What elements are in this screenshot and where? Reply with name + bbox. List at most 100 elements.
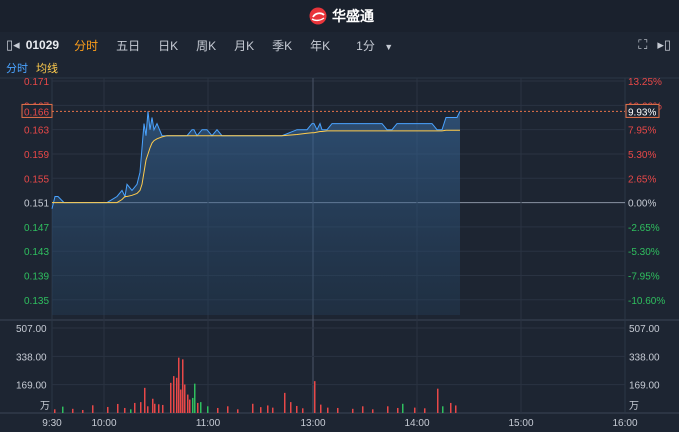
volume-bar bbox=[442, 406, 444, 413]
price-tick-label: 0.163 bbox=[24, 126, 49, 137]
volume-bar bbox=[170, 382, 172, 413]
volume-bar bbox=[337, 407, 339, 413]
tab-five-day[interactable]: 五日 bbox=[116, 38, 141, 53]
volume-bar bbox=[189, 399, 191, 413]
price-line bbox=[51, 111, 461, 209]
volume-bar bbox=[54, 409, 56, 413]
volume-bar bbox=[200, 402, 202, 413]
tab-daily-k[interactable]: 日K bbox=[158, 38, 179, 53]
volume-bar bbox=[154, 403, 156, 413]
current-percent-tag bbox=[625, 103, 660, 118]
price-area bbox=[52, 111, 460, 316]
tab-yearly-k[interactable]: 年K bbox=[310, 38, 331, 53]
current-price-tag bbox=[21, 103, 53, 118]
volume-tick-label-right: 507.00 bbox=[629, 324, 660, 335]
volume-bar bbox=[82, 409, 84, 413]
stock-code: 01029 bbox=[25, 38, 60, 52]
volume-bar bbox=[152, 398, 154, 413]
collapse-left-icon[interactable]: ▯◂ bbox=[6, 37, 20, 52]
legend-average: 均线 bbox=[36, 63, 58, 75]
price-tick-label: 0.171 bbox=[24, 77, 49, 88]
volume-bar bbox=[217, 407, 219, 413]
brand-logo: 华盛通 bbox=[308, 6, 374, 26]
price-area-fill bbox=[52, 111, 460, 316]
brand-name: 华盛通 bbox=[332, 8, 374, 24]
volume-bar bbox=[272, 407, 274, 413]
volume-bar bbox=[227, 406, 229, 413]
volume-bar bbox=[107, 406, 109, 413]
interval-select[interactable]: 1分 ▼ bbox=[347, 37, 402, 54]
volume-bar bbox=[424, 408, 426, 413]
volume-bar bbox=[267, 405, 269, 413]
volume-bar bbox=[197, 402, 199, 413]
volume-bar bbox=[180, 389, 182, 413]
price-tick-label: 0.143 bbox=[24, 247, 49, 258]
volume-bar bbox=[62, 406, 64, 413]
chart-legend: 分时 均线 bbox=[6, 60, 58, 76]
time-tick-label: 10:00 bbox=[91, 418, 116, 429]
percent-tick-label: -5.30% bbox=[628, 247, 660, 258]
legend-intraday: 分时 bbox=[6, 63, 28, 75]
price-tick-label: 0.147 bbox=[24, 223, 49, 234]
app-header: 华盛通 bbox=[0, 0, 679, 32]
percent-tick-label: -10.60% bbox=[628, 296, 665, 307]
fullscreen-icon[interactable]: ⛶ bbox=[638, 37, 648, 52]
percent-tick-label: -7.95% bbox=[628, 272, 660, 283]
volume-bar bbox=[192, 397, 194, 413]
volume-bar bbox=[450, 402, 452, 413]
tab-intraday[interactable]: 分时 bbox=[74, 38, 99, 53]
price-tick-label: 0.155 bbox=[24, 174, 49, 185]
volume-unit-label: 万 bbox=[40, 401, 50, 412]
time-tick-label: 15:00 bbox=[508, 418, 533, 429]
percent-tick-label: 5.30% bbox=[628, 150, 656, 161]
percent-tick-label: 2.65% bbox=[628, 174, 656, 185]
volume-unit-label-right: 万 bbox=[629, 401, 639, 412]
time-tick-label: 16:00 bbox=[612, 418, 637, 429]
volume-bar bbox=[455, 405, 457, 413]
volume-bar bbox=[397, 407, 399, 413]
time-tick-label: 11:00 bbox=[196, 418, 221, 429]
time-tick-label: 14:00 bbox=[404, 418, 429, 429]
volume-bar bbox=[414, 407, 416, 413]
price-lines bbox=[51, 110, 625, 209]
volume-bar bbox=[302, 408, 304, 413]
price-tick-label: 0.135 bbox=[24, 296, 49, 307]
collapse-right-icon[interactable]: ▸▯ bbox=[657, 37, 671, 52]
volume-bar bbox=[437, 388, 439, 413]
current-price-label: 0.166 bbox=[24, 107, 49, 118]
volume-bar bbox=[144, 387, 146, 413]
volume-bar bbox=[140, 402, 142, 413]
volume-bar bbox=[158, 404, 160, 413]
volume-bar bbox=[320, 404, 322, 413]
volume-bar bbox=[260, 407, 262, 413]
volume-bar bbox=[362, 406, 364, 413]
volume-bar bbox=[314, 381, 316, 413]
volume-bar bbox=[237, 409, 239, 413]
volume-bar bbox=[182, 359, 184, 413]
tab-quarterly-k[interactable]: 季K bbox=[272, 38, 293, 53]
volume-bar bbox=[147, 406, 149, 413]
volume-bar bbox=[194, 383, 196, 413]
chevron-down-icon: ▼ bbox=[384, 41, 394, 52]
volume-bar bbox=[72, 408, 74, 413]
volume-bar bbox=[402, 403, 404, 413]
axis-labels: 0.17113.25%0.16710.60%0.1637.95%0.1595.3… bbox=[16, 77, 665, 429]
percent-tick-label: 0.00% bbox=[628, 199, 656, 210]
tab-weekly-k[interactable]: 周K bbox=[196, 38, 217, 53]
brand-logo-icon bbox=[309, 7, 327, 25]
price-tick-label: 0.139 bbox=[24, 272, 49, 283]
percent-tick-label: 7.95% bbox=[628, 126, 656, 137]
price-tick-label: 0.151 bbox=[24, 199, 49, 210]
time-tick-label: 9:30 bbox=[42, 418, 62, 429]
volume-bar bbox=[284, 392, 286, 413]
volume-tick-label: 338.00 bbox=[16, 352, 47, 363]
volume-bar bbox=[178, 357, 180, 413]
volume-tick-label: 507.00 bbox=[16, 324, 47, 335]
volume-bar bbox=[252, 403, 254, 413]
tab-monthly-k[interactable]: 月K bbox=[234, 38, 255, 53]
volume-bar bbox=[92, 405, 94, 413]
volume-tick-label-right: 169.00 bbox=[629, 381, 660, 392]
volume-bars bbox=[54, 357, 457, 413]
average-line bbox=[52, 129, 460, 204]
